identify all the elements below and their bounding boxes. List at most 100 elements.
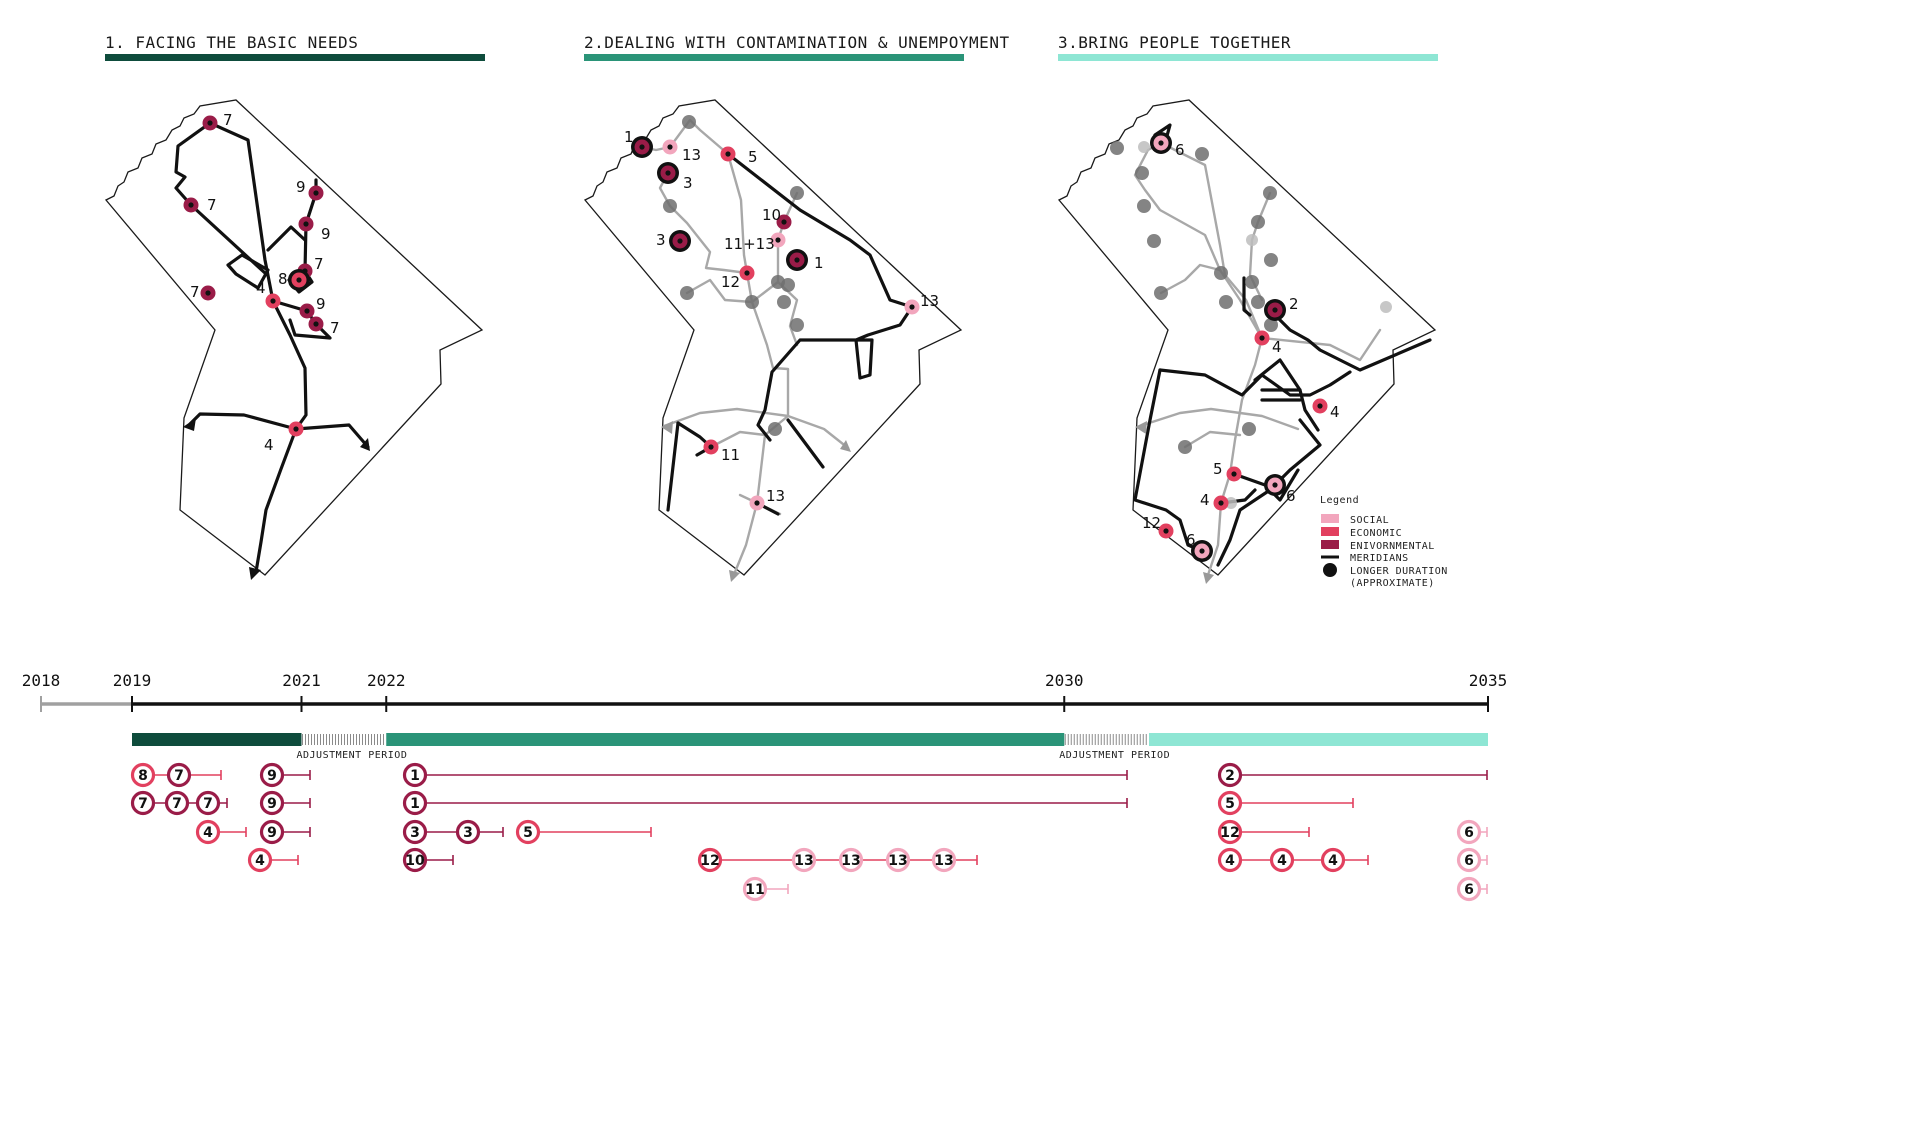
map-marker[interactable]: 1: [786, 249, 824, 272]
timeline-item[interactable]: 6: [1456, 876, 1482, 902]
timeline-item[interactable]: 13: [791, 847, 817, 873]
marker-dot: [677, 238, 683, 244]
legend-label-environmental: ENIVORNMENTAL: [1350, 541, 1435, 552]
marker-dot: [708, 444, 714, 450]
map-marker[interactable]: 3: [657, 162, 693, 192]
timeline-bubble: [697, 847, 723, 873]
timeline-item[interactable]: 7: [130, 790, 156, 816]
map-marker[interactable]: 4: [264, 421, 304, 455]
timeline-bubble: [1320, 847, 1346, 873]
timeline-item[interactable]: 13: [931, 847, 957, 873]
map-marker[interactable]: 6: [1264, 474, 1296, 505]
legend: Legend SOCIAL ECONOMIC ENIVORNMENTAL MER…: [1320, 495, 1447, 589]
timeline-item[interactable]: 10: [402, 847, 428, 873]
timeline-bubble: [130, 790, 156, 816]
timeline-bubble-label: 1: [410, 768, 420, 784]
timeline-item[interactable]: 8: [130, 762, 156, 788]
marker-label: 9: [316, 295, 326, 313]
timeline-item[interactable]: 12: [1217, 819, 1243, 845]
timeline-item[interactable]: 9: [259, 819, 285, 845]
marker-dot: [781, 219, 787, 225]
map-marker[interactable]: 7: [190, 283, 216, 301]
marker-dot: [303, 221, 309, 227]
map-marker[interactable]: 9: [296, 178, 324, 201]
map-marker[interactable]: 6: [1150, 132, 1185, 159]
timeline-item[interactable]: 4: [195, 819, 221, 845]
arrow-icon: [661, 421, 673, 434]
map-marker[interactable]: 5: [720, 146, 758, 167]
map-marker[interactable]: 4: [1254, 330, 1282, 357]
timeline-bubble: [931, 847, 957, 873]
timeline-item[interactable]: 3: [455, 819, 481, 845]
timeline-item[interactable]: 6: [1456, 819, 1482, 845]
arrow-icon: [840, 440, 851, 452]
timeline-bubble-label: 12: [700, 853, 719, 869]
map-marker[interactable]: 9: [298, 216, 331, 244]
map-marker[interactable]: 7: [308, 316, 340, 338]
marker-label: 3: [683, 174, 693, 192]
timeline-bubble-label: 13: [841, 853, 860, 869]
map-marker[interactable]: 6: [1186, 531, 1213, 562]
timeline-item[interactable]: 7: [195, 790, 221, 816]
timeline-item[interactable]: 1: [402, 762, 428, 788]
marker-label: 6: [1186, 531, 1196, 549]
timeline-bubble: [259, 790, 285, 816]
map-marker[interactable]: 3: [656, 230, 691, 252]
timeline-item[interactable]: 4: [1269, 847, 1295, 873]
marker-label: 13: [920, 292, 939, 310]
map-marker[interactable]: 12: [1142, 514, 1174, 539]
map-marker[interactable]: 8: [278, 269, 310, 291]
map-marker[interactable]: 12: [721, 265, 755, 292]
timeline-item[interactable]: 5: [515, 819, 541, 845]
timeline-item[interactable]: 4: [1217, 847, 1243, 873]
timeline-item[interactable]: 1: [402, 790, 428, 816]
site-outline: [583, 99, 963, 576]
map-marker[interactable]: 9: [299, 295, 326, 319]
map-marker[interactable]: 4: [256, 279, 281, 309]
prior-phase-markers: [663, 115, 804, 436]
map-marker[interactable]: 11: [703, 439, 741, 465]
map-marker[interactable]: 7: [202, 111, 233, 131]
map-marker[interactable]: 7: [183, 196, 217, 214]
map-marker[interactable]: 5: [1213, 460, 1242, 482]
map-marker[interactable]: 11+13: [724, 232, 786, 254]
map-marker[interactable]: 13: [904, 292, 940, 315]
map-marker[interactable]: 13: [662, 139, 702, 165]
timeline-item[interactable]: 2: [1217, 762, 1243, 788]
timeline-bubble: [515, 819, 541, 845]
timeline-item[interactable]: 5: [1217, 790, 1243, 816]
timeline-bubble-label: 4: [1277, 853, 1287, 869]
timeline-bubble: [838, 847, 864, 873]
map-marker[interactable]: 2: [1264, 295, 1299, 321]
marker-label: 4: [1200, 491, 1210, 509]
timeline-item[interactable]: 13: [885, 847, 911, 873]
timeline-bubble-label: 8: [138, 768, 148, 784]
marker-label: 13: [682, 146, 701, 164]
map-marker[interactable]: 1: [624, 128, 653, 158]
timeline-item[interactable]: 4: [1320, 847, 1346, 873]
timeline-bubble: [402, 847, 428, 873]
timeline-item[interactable]: 11: [742, 876, 768, 902]
timeline-bubble-label: 6: [1464, 882, 1474, 898]
timeline-item[interactable]: 7: [164, 790, 190, 816]
map-marker[interactable]: 4: [1200, 491, 1229, 511]
timeline-item[interactable]: 13: [838, 847, 864, 873]
phase-header-1: 1. FACING THE BASIC NEEDS: [105, 33, 485, 61]
timeline-item[interactable]: 12: [697, 847, 723, 873]
timeline-bubble-label: 4: [1328, 853, 1338, 869]
marker-label: 6: [1175, 141, 1185, 159]
timeline-bubble: [791, 847, 817, 873]
marker-label: 4: [264, 436, 274, 454]
timeline-item[interactable]: 4: [247, 847, 273, 873]
map-marker[interactable]: 4: [1312, 398, 1340, 422]
timeline-bubble: [195, 790, 221, 816]
map-marker[interactable]: 13: [749, 487, 786, 511]
timeline-item[interactable]: 6: [1456, 847, 1482, 873]
timeline-item[interactable]: 9: [259, 790, 285, 816]
arrow-icon: [183, 418, 196, 431]
map-markers: 1 13 5 3 3 10 11+13 1 12 13 11 13: [624, 128, 939, 511]
map-marker[interactable]: 10: [762, 206, 792, 230]
timeline-item[interactable]: 9: [259, 762, 285, 788]
timeline-item[interactable]: 7: [166, 762, 192, 788]
timeline-item[interactable]: 3: [402, 819, 428, 845]
